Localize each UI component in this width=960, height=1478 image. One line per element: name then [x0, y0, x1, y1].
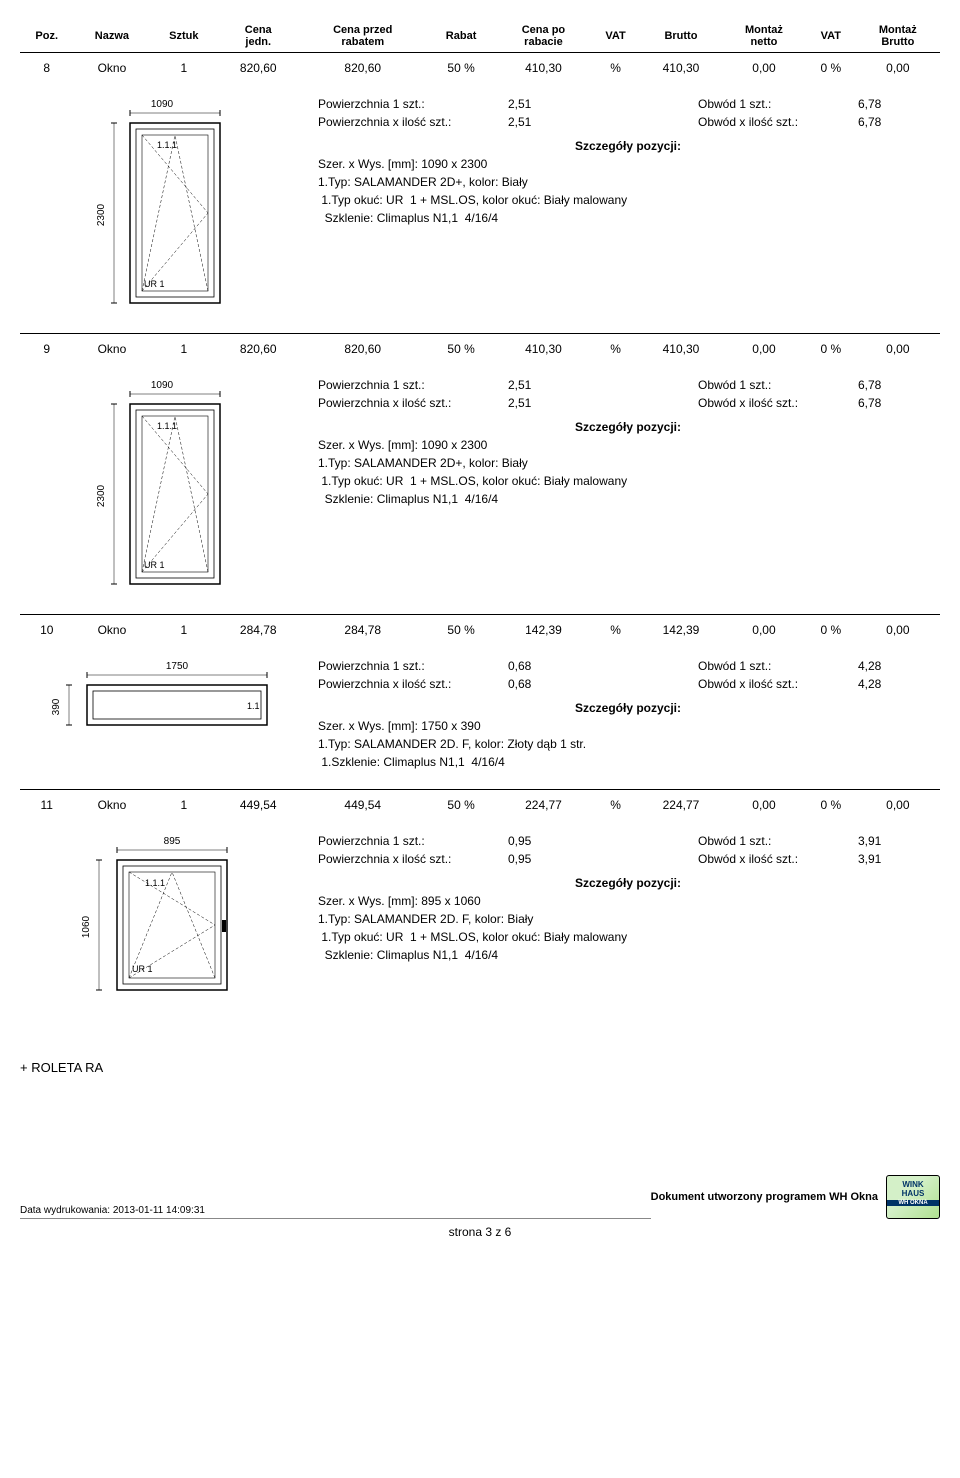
doc-creator: Dokument utworzony programem WH Okna	[651, 1191, 878, 1203]
hdr-rabat: Rabat	[426, 20, 495, 53]
table-row: 9 Okno 1 820,60 820,60 50 % 410,30 % 410…	[20, 334, 940, 365]
footer: Data wydrukowania: 2013-01-11 14:09:31 D…	[20, 1175, 940, 1219]
window-drawing-icon: 1090 2300 1.1.1 UR 1	[92, 95, 232, 315]
svg-text:2300: 2300	[96, 203, 107, 226]
hdr-montaz-brutto: MontażBrutto	[856, 20, 940, 53]
window-drawing-icon: 895 1060 1.1.1 UR 1	[77, 832, 247, 1012]
logo-icon: WINK HAUS WH OKNA	[886, 1175, 940, 1219]
hdr-poz: Poz.	[20, 20, 73, 53]
hdr-vat2: VAT	[806, 20, 856, 53]
table-row: 8 Okno 1 820,60 820,60 50 % 410,30 % 410…	[20, 53, 940, 84]
hdr-sztuk: Sztuk	[150, 20, 217, 53]
window-drawing-icon: 1750 390 1.1	[47, 657, 277, 737]
svg-text:1750: 1750	[166, 661, 189, 672]
svg-text:1090: 1090	[151, 99, 174, 110]
hdr-nazwa: Nazwa	[73, 20, 150, 53]
print-date: Data wydrukowania: 2013-01-11 14:09:31	[20, 1205, 651, 1219]
svg-text:1060: 1060	[81, 915, 92, 938]
svg-text:1.1.1: 1.1.1	[157, 421, 177, 431]
svg-text:895: 895	[164, 836, 181, 847]
svg-text:UR 1: UR 1	[132, 964, 153, 974]
window-drawing-icon: 1090 2300 1.1.1 UR 1	[92, 376, 232, 596]
extra-note: + ROLETA RA	[20, 1060, 940, 1075]
hdr-montaz-netto: Montażnetto	[722, 20, 806, 53]
svg-text:1.1.1: 1.1.1	[145, 878, 165, 888]
table-row: 10 Okno 1 284,78 284,78 50 % 142,39 % 14…	[20, 615, 940, 646]
svg-text:UR 1: UR 1	[144, 279, 165, 289]
svg-text:1090: 1090	[151, 380, 174, 391]
svg-text:1.1: 1.1	[247, 701, 260, 711]
table-row: 11 Okno 1 449,54 449,54 50 % 224,77 % 22…	[20, 790, 940, 821]
svg-text:UR 1: UR 1	[144, 560, 165, 570]
hdr-cena-po: Cena porabacie	[496, 20, 591, 53]
hdr-cena-przed: Cena przedrabatem	[299, 20, 426, 53]
hdr-vat: VAT	[591, 20, 640, 53]
hdr-cena-jedn: Cenajedn.	[217, 20, 299, 53]
svg-text:1.1.1: 1.1.1	[157, 140, 177, 150]
svg-text:2300: 2300	[96, 484, 107, 507]
svg-text:390: 390	[51, 698, 62, 715]
price-table: Poz. Nazwa Sztuk Cenajedn. Cena przedrab…	[20, 20, 940, 1030]
hdr-brutto: Brutto	[640, 20, 722, 53]
page-number: strona 3 z 6	[20, 1225, 940, 1239]
